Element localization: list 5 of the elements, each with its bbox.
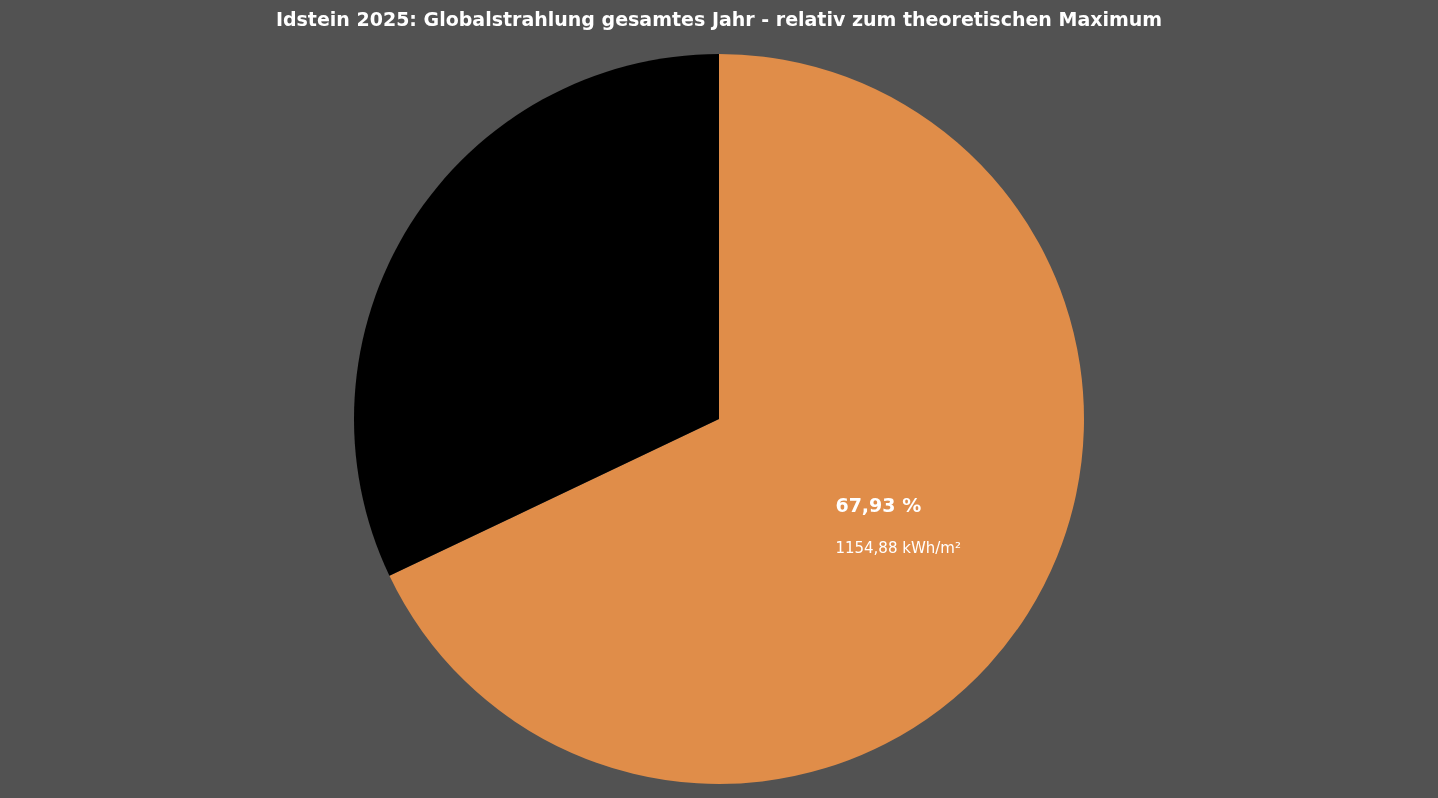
pie-slice [389,54,1084,784]
chart-title: Idstein 2025: Globalstrahlung gesamtes Jahr - relativ zum theoretischen Maximum [275,8,1163,30]
text: 1154,88 kWh/m² [835,538,961,557]
pie-slice [354,54,719,576]
data-label: 67,93 % [835,493,922,516]
